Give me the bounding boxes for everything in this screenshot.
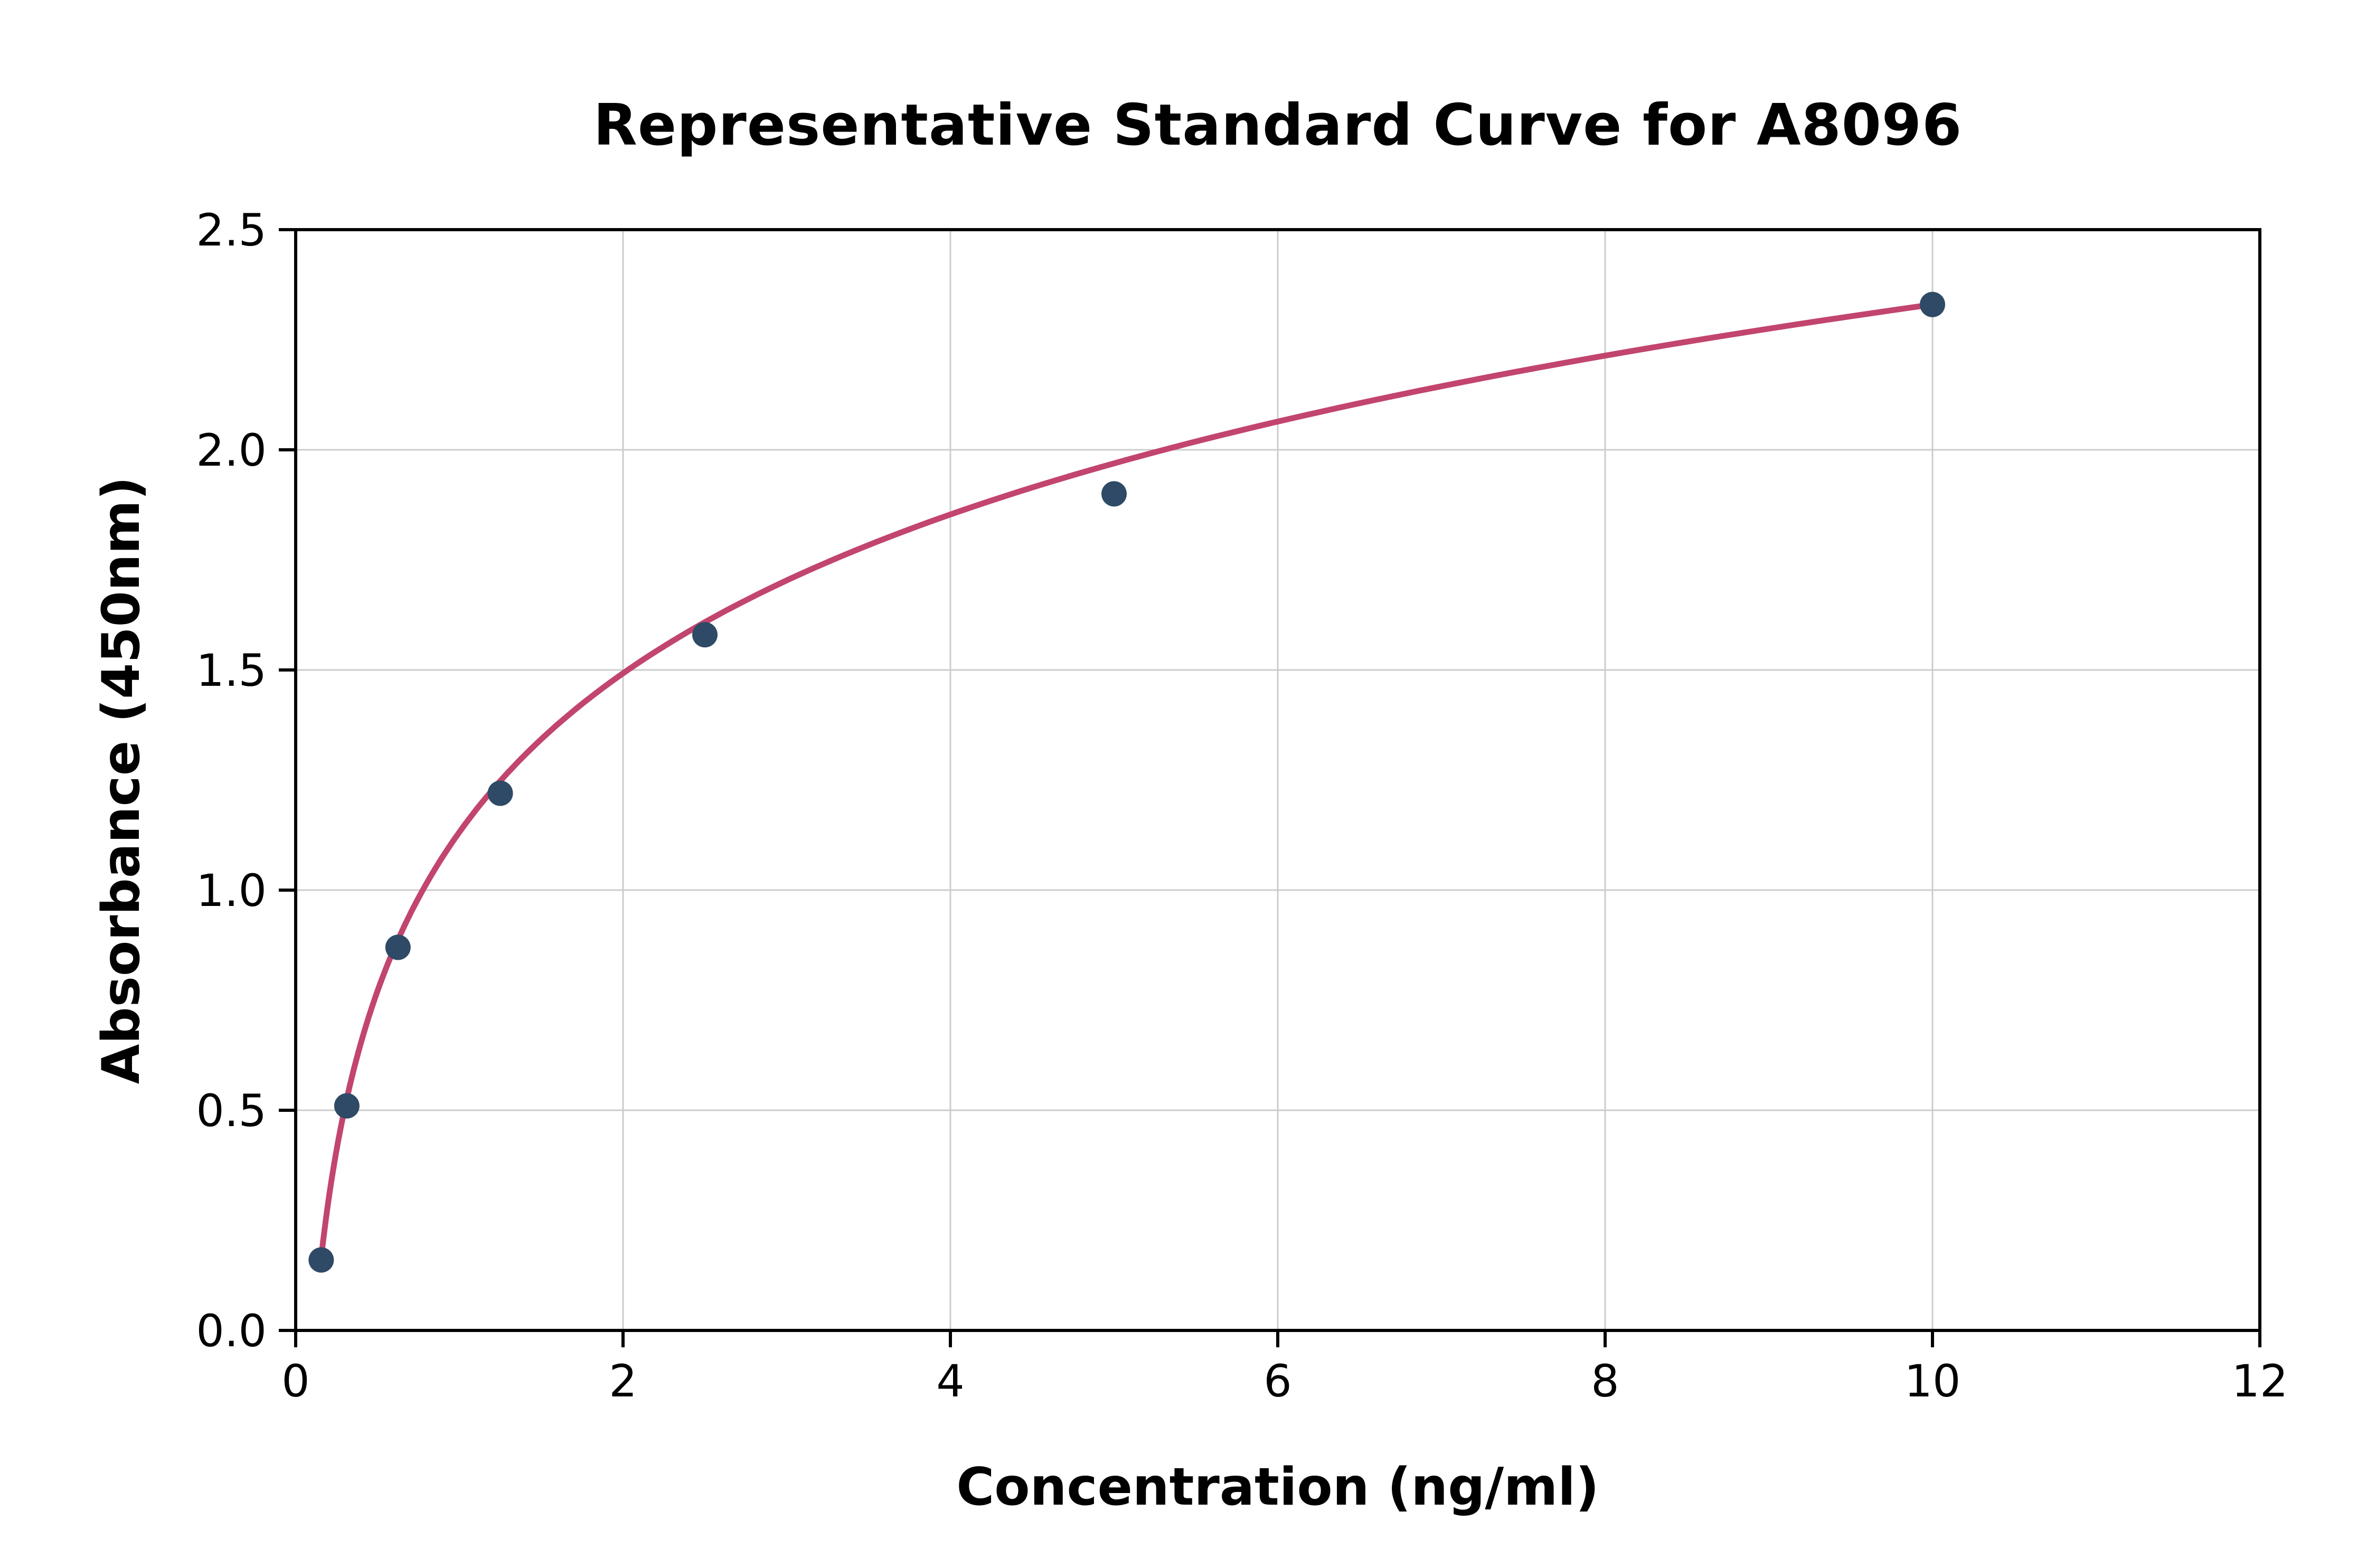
y-tick-label: 2.0 [196, 424, 267, 476]
x-tick-label: 6 [1264, 1355, 1291, 1407]
y-axis-label: Absorbance (450nm) [91, 476, 152, 1084]
data-point [334, 1093, 360, 1119]
data-point [308, 1247, 334, 1273]
data-point [385, 934, 411, 960]
y-tick-label: 0.5 [196, 1085, 267, 1137]
data-point [1920, 291, 1945, 317]
data-point [487, 780, 513, 806]
x-tick-label: 2 [609, 1355, 637, 1407]
x-axis-label: Concentration (ng/ml) [956, 1457, 1599, 1517]
x-tick-label: 4 [936, 1355, 964, 1407]
y-tick-label: 1.5 [196, 645, 267, 696]
x-tick-label: 0 [281, 1355, 309, 1407]
x-tick-label: 12 [2232, 1355, 2288, 1407]
x-tick-label: 10 [1904, 1355, 1961, 1407]
y-tick-label: 0.0 [196, 1305, 267, 1357]
data-point [1101, 481, 1127, 507]
y-tick-label: 1.0 [196, 865, 267, 917]
data-point [692, 622, 718, 648]
chart-title: Representative Standard Curve for A8096 [593, 92, 1963, 158]
y-tick-label: 2.5 [196, 204, 267, 256]
x-tick-label: 8 [1591, 1355, 1619, 1407]
